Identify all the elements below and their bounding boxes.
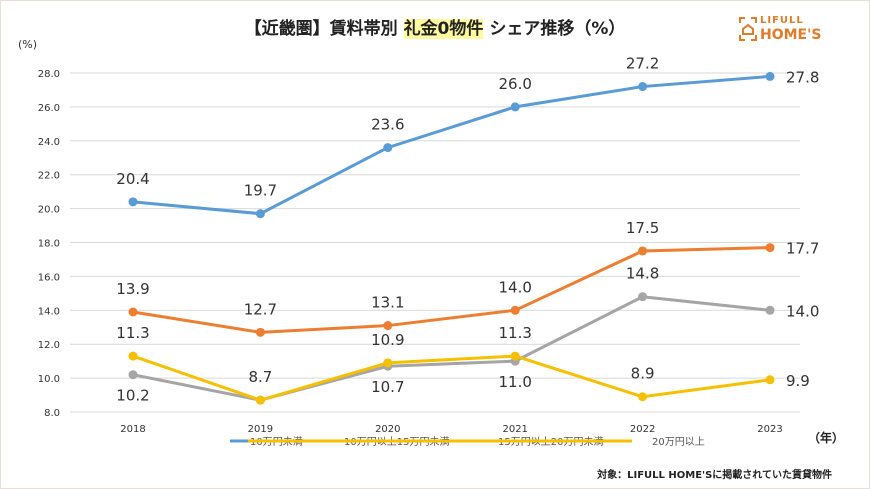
data-point: [765, 375, 775, 385]
series-line: [132, 246, 771, 334]
x-tick-label: 2018: [120, 424, 145, 435]
data-point: [510, 351, 520, 361]
data-point: [255, 395, 265, 405]
y-tick-label: 22.0: [38, 171, 60, 182]
data-label: 23.6: [371, 116, 404, 134]
series-line: [132, 295, 771, 402]
series-line: [132, 74, 771, 216]
title-part: 【近畿圏】賃料帯別: [244, 19, 404, 39]
data-label: 11.0: [498, 373, 531, 391]
data-label: 26.0: [498, 75, 531, 93]
data-label: 27.2: [626, 55, 659, 73]
x-axis-label: （年）: [808, 430, 844, 445]
data-point: [638, 82, 648, 92]
data-point: [383, 143, 393, 153]
data-label: 10.9: [371, 331, 404, 349]
data-label: 13.9: [116, 280, 149, 298]
logo-line2: HOME'S: [760, 27, 822, 43]
y-tick-label: 24.0: [38, 137, 60, 148]
data-point: [638, 292, 648, 302]
footnote: 対象：LIFULL HOME'Sに掲載されていた賃貸物件: [597, 470, 832, 481]
x-tick-label: 2019: [248, 424, 273, 435]
y-tick-label: 28.0: [38, 69, 60, 80]
data-point: [510, 305, 520, 315]
data-point: [765, 305, 775, 315]
title-highlight: 礼金0物件: [403, 19, 484, 39]
data-point: [383, 321, 393, 331]
data-label: 10.2: [116, 387, 149, 405]
data-label: 14.8: [626, 265, 659, 283]
y-tick-label: 20.0: [38, 205, 60, 216]
data-point: [255, 327, 265, 337]
data-point: [128, 351, 138, 361]
logo-line1: LIFULL: [760, 15, 804, 26]
data-label: 14.0: [786, 302, 819, 320]
data-point: [638, 246, 648, 256]
y-tick-label: 26.0: [38, 103, 60, 114]
data-point: [765, 71, 775, 81]
y-tick-label: 12.0: [38, 340, 60, 351]
data-label: 11.3: [498, 324, 531, 342]
data-point: [128, 370, 138, 380]
legend-label: 20万円以上: [652, 436, 705, 448]
y-tick-label: 8.0: [44, 408, 60, 419]
data-label: 8.9: [631, 365, 655, 383]
title-part: シェア推移（%）: [483, 19, 626, 39]
x-tick-label: 2023: [757, 424, 782, 435]
data-label: 8.7: [248, 368, 272, 386]
data-label: 17.5: [626, 219, 659, 237]
data-point: [510, 102, 520, 112]
house-icon: [739, 17, 757, 41]
data-point: [765, 243, 775, 253]
data-point: [383, 358, 393, 368]
y-tick-label: 14.0: [38, 306, 60, 317]
data-label: 12.7: [244, 300, 277, 318]
x-tick-label: 2020: [375, 424, 400, 435]
y-tick-label: 18.0: [38, 239, 60, 250]
chart-title: 【近畿圏】賃料帯別 礼金0物件 シェア推移（%）: [0, 14, 870, 39]
x-tick-label: 2022: [630, 424, 655, 435]
y-tick-label: 16.0: [38, 272, 60, 283]
data-label: 27.8: [786, 68, 819, 86]
data-point: [638, 392, 648, 402]
data-label: 17.7: [786, 240, 819, 258]
data-point: [255, 209, 265, 219]
data-label: 19.7: [244, 182, 277, 200]
data-label: 14.0: [498, 278, 531, 296]
data-label: 20.4: [116, 170, 149, 188]
data-label: 10.7: [371, 378, 404, 396]
data-point: [128, 307, 138, 317]
data-label: 9.9: [786, 372, 810, 390]
data-point: [128, 197, 138, 207]
y-tick-label: 10.0: [38, 374, 60, 385]
series-line: [132, 354, 771, 402]
data-label: 13.1: [371, 294, 404, 312]
data-label: 11.3: [116, 324, 149, 342]
x-tick-label: 2021: [502, 424, 527, 435]
y-axis-label: (%): [18, 38, 37, 51]
